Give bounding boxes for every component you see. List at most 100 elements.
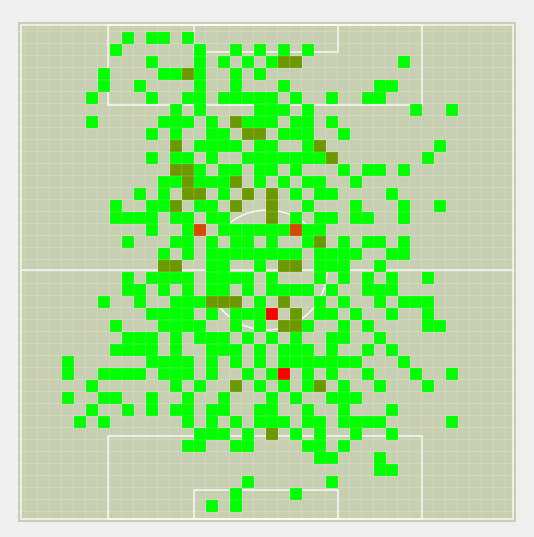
heat-cell: [193, 91, 207, 105]
heat-cell: [241, 307, 255, 321]
heat-cell: [361, 91, 375, 105]
heat-cell: [445, 415, 459, 429]
heat-cell: [361, 367, 375, 381]
heat-cell: [157, 175, 171, 189]
heat-cell: [229, 379, 243, 393]
heat-cell: [253, 163, 267, 177]
heat-cell: [277, 55, 291, 69]
heat-cell: [325, 355, 339, 369]
heat-cell: [241, 235, 255, 249]
heat-cell: [325, 187, 339, 201]
heat-cell: [133, 343, 147, 357]
heat-cell: [277, 415, 291, 429]
heat-cell: [217, 247, 231, 261]
heat-cell: [313, 175, 327, 189]
heat-cell: [241, 115, 255, 129]
heat-cell: [121, 31, 135, 45]
heat-cell: [337, 391, 351, 405]
heat-cell: [409, 367, 423, 381]
heat-cell: [301, 439, 315, 453]
heat-cell: [337, 271, 351, 285]
heat-cell: [337, 319, 351, 333]
heat-cell: [169, 355, 183, 369]
heat-cell: [277, 175, 291, 189]
heat-cell: [313, 151, 327, 165]
heat-cell: [217, 211, 231, 225]
heat-cell: [325, 91, 339, 105]
heat-cell: [145, 211, 159, 225]
heat-cell: [373, 451, 387, 465]
heat-cell: [145, 199, 159, 213]
heat-cell: [145, 151, 159, 165]
heat-cell: [97, 67, 111, 81]
heat-cell: [313, 211, 327, 225]
heat-cell: [253, 127, 267, 141]
heat-cell: [217, 259, 231, 273]
heat-cell: [157, 319, 171, 333]
heat-cell: [277, 295, 291, 309]
heat-cell: [301, 127, 315, 141]
heat-cell: [373, 331, 387, 345]
heat-cell: [337, 415, 351, 429]
heat-cell: [217, 271, 231, 285]
heat-cell: [289, 343, 303, 357]
heat-cell: [349, 415, 363, 429]
heat-cell: [205, 355, 219, 369]
heat-cell: [301, 343, 315, 357]
heat-cell: [193, 43, 207, 57]
heat-cell: [205, 499, 219, 513]
heat-cell: [301, 379, 315, 393]
heat-cell: [253, 379, 267, 393]
heat-cell: [421, 379, 435, 393]
heat-cell: [325, 283, 339, 297]
heat-cell: [145, 271, 159, 285]
heat-cell: [157, 271, 171, 285]
heat-cell: [169, 139, 183, 153]
heat-cell: [217, 427, 231, 441]
heat-cell: [205, 151, 219, 165]
heat-cell: [205, 295, 219, 309]
heat-cell: [277, 79, 291, 93]
heat-cell: [289, 91, 303, 105]
heat-cell: [205, 199, 219, 213]
heat-cell: [325, 367, 339, 381]
heat-cell: [337, 355, 351, 369]
heat-cell: [289, 487, 303, 501]
heat-cell: [265, 91, 279, 105]
heat-cell: [73, 415, 87, 429]
heat-cell: [229, 67, 243, 81]
heat-cell: [385, 187, 399, 201]
heat-cell: [253, 103, 267, 117]
heat-cell: [289, 427, 303, 441]
heat-cell: [373, 463, 387, 477]
heat-cell: [169, 127, 183, 141]
heat-cell: [349, 199, 363, 213]
heat-cell: [385, 463, 399, 477]
heat-cell: [193, 295, 207, 309]
heat-cell: [169, 151, 183, 165]
heat-cell: [97, 295, 111, 309]
heat-cell: [397, 211, 411, 225]
heat-cell: [265, 331, 279, 345]
heat-cell: [265, 199, 279, 213]
heat-cell: [217, 91, 231, 105]
heat-cell: [337, 163, 351, 177]
heat-cell: [169, 103, 183, 117]
heat-cell: [121, 367, 135, 381]
heat-cell: [241, 187, 255, 201]
heat-cell: [229, 499, 243, 513]
heat-cell: [229, 139, 243, 153]
heat-cell: [241, 151, 255, 165]
heat-cell: [301, 103, 315, 117]
heat-cell: [313, 427, 327, 441]
heat-cell: [373, 283, 387, 297]
heat-cell: [229, 343, 243, 357]
heat-cell: [253, 175, 267, 189]
heat-cell: [301, 319, 315, 333]
heat-cell: [109, 367, 123, 381]
heat-cell: [181, 223, 195, 237]
heat-cell: [289, 163, 303, 177]
heat-cell: [97, 367, 111, 381]
heat-cell: [289, 307, 303, 321]
heat-cell: [385, 403, 399, 417]
